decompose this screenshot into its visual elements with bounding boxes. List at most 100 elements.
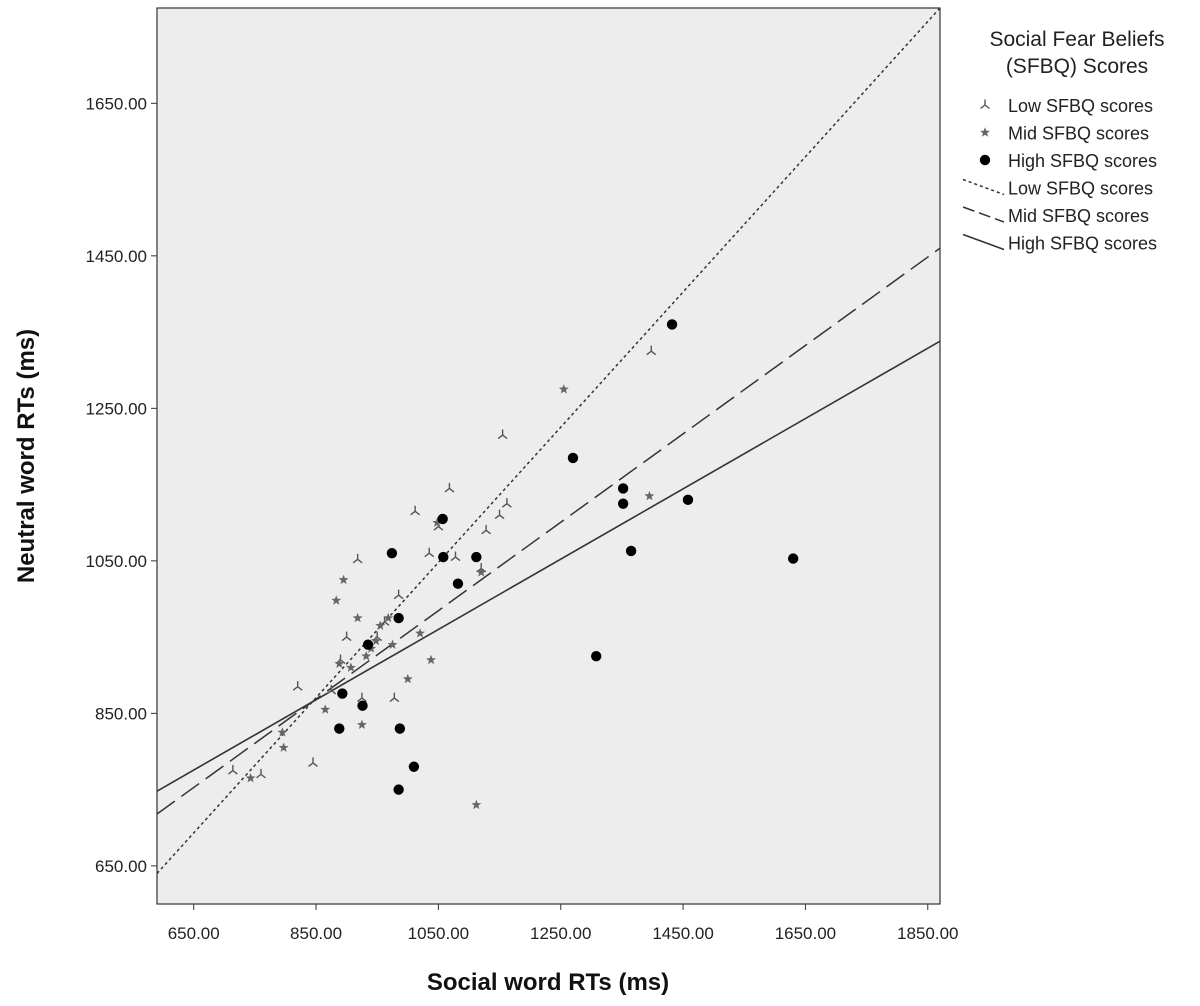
point-high-sfbq <box>334 723 345 734</box>
point-high-sfbq <box>357 700 368 711</box>
point-high-sfbq <box>787 553 799 564</box>
point-low-sfbq <box>450 551 461 562</box>
point-low-sfbq <box>389 692 400 703</box>
point-low-sfbq <box>308 757 318 767</box>
legend-marker-low-sfbq <box>980 99 990 110</box>
x-tick-label: 1450.00 <box>652 924 713 943</box>
legend-line-solid <box>962 233 1005 251</box>
x-axis-title: Social word RTs (ms) <box>427 969 669 996</box>
x-tick-label: 1050.00 <box>408 924 469 943</box>
point-mid-sfbq <box>476 567 487 577</box>
point-mid-sfbq <box>415 628 425 638</box>
point-low-sfbq <box>494 509 505 520</box>
point-mid-sfbq <box>345 662 356 672</box>
point-low-sfbq <box>424 547 435 558</box>
point-low-sfbq <box>356 692 367 703</box>
point-low-sfbq <box>646 345 657 356</box>
point-mid-sfbq <box>432 517 443 527</box>
point-high-sfbq <box>386 548 398 559</box>
point-high-sfbq <box>393 612 404 624</box>
point-high-sfbq <box>408 761 420 772</box>
x-tick-label: 1650.00 <box>775 924 836 943</box>
x-tick-label: 850.00 <box>290 924 342 943</box>
point-mid-sfbq <box>402 673 413 684</box>
point-high-sfbq <box>666 319 678 330</box>
y-tick-label: 1650.00 <box>86 94 147 113</box>
point-low-sfbq <box>410 505 421 516</box>
legend-title-line-2: (SFBQ) Scores <box>1006 55 1148 78</box>
legend-label-high-sfbq: High SFBQ scores <box>1008 151 1157 171</box>
point-low-sfbq <box>481 524 492 535</box>
legend-label-fit-dashed: Mid SFBQ scores <box>1008 206 1149 226</box>
point-low-sfbq <box>256 768 266 779</box>
point-high-sfbq <box>393 784 404 795</box>
point-low-sfbq <box>227 765 238 775</box>
x-tick-label: 1850.00 <box>897 924 958 943</box>
point-mid-sfbq <box>361 650 372 661</box>
legend-label-low-sfbq: Low SFBQ scores <box>1008 96 1153 116</box>
legend-line-dashed <box>962 206 1005 223</box>
point-high-sfbq <box>617 483 629 494</box>
point-mid-sfbq <box>278 742 289 752</box>
point-low-sfbq <box>341 631 352 642</box>
y-axis: 650.00 850.00 1050.00 1250.00 1450.00 1650.00 <box>86 94 157 876</box>
fit-lines <box>156 7 941 875</box>
point-high-sfbq <box>567 452 579 464</box>
point-mid-sfbq <box>471 799 482 810</box>
point-low-sfbq <box>292 681 303 691</box>
legend-marker-high-sfbq <box>979 154 991 166</box>
point-mid-sfbq <box>375 620 386 630</box>
point-high-sfbq <box>394 723 406 734</box>
plot-area <box>156 7 941 905</box>
point-high-sfbq <box>362 639 374 650</box>
point-low-sfbq <box>352 553 363 564</box>
point-low-sfbq <box>497 429 508 440</box>
point-mid-sfbq <box>383 612 394 623</box>
x-tick-label: 1250.00 <box>530 924 591 943</box>
point-mid-sfbq <box>331 595 342 605</box>
y-tick-label: 650.00 <box>95 857 147 876</box>
y-axis-title: Neutral word RTs (ms) <box>13 329 40 583</box>
point-high-sfbq <box>452 578 464 589</box>
y-tick-label: 1450.00 <box>86 247 147 266</box>
fit-line-solid <box>156 340 941 792</box>
legend-label-fit-dotted: Low SFBQ scores <box>1008 179 1153 199</box>
legend-label-mid-sfbq: Mid SFBQ scores <box>1008 124 1149 144</box>
point-high-sfbq <box>617 498 629 509</box>
point-mid-sfbq <box>352 612 363 623</box>
legend-marker-mid-sfbq <box>980 127 990 137</box>
point-mid-sfbq <box>320 704 331 714</box>
point-high-sfbq <box>438 551 449 563</box>
data-points <box>227 319 799 810</box>
point-low-sfbq <box>326 684 337 695</box>
fit-line-dotted <box>156 7 941 875</box>
point-mid-sfbq <box>356 719 367 730</box>
point-mid-sfbq <box>277 727 288 737</box>
point-high-sfbq <box>471 551 482 563</box>
point-high-sfbq <box>437 513 448 525</box>
point-mid-sfbq <box>558 384 569 394</box>
point-high-sfbq <box>591 650 602 662</box>
y-tick-label: 1250.00 <box>86 399 147 418</box>
y-tick-label: 850.00 <box>95 704 147 723</box>
fit-line-dashed <box>156 247 941 815</box>
point-low-sfbq <box>501 498 512 508</box>
point-mid-sfbq <box>387 639 398 649</box>
point-mid-sfbq <box>644 490 655 501</box>
point-low-sfbq <box>393 589 404 600</box>
point-mid-sfbq <box>245 772 256 783</box>
point-mid-sfbq <box>371 635 381 646</box>
point-low-sfbq <box>444 482 455 493</box>
point-high-sfbq <box>625 545 637 557</box>
point-mid-sfbq <box>338 574 349 585</box>
point-mid-sfbq <box>334 658 345 668</box>
point-high-sfbq <box>682 494 694 506</box>
legend-title-line-1: Social Fear Beliefs <box>989 28 1164 51</box>
legend-label-fit-solid: High SFBQ scores <box>1008 234 1157 254</box>
point-mid-sfbq <box>426 654 436 665</box>
legend: Social Fear Beliefs (SFBQ) Scores Low SF… <box>962 28 1165 254</box>
x-tick-label: 650.00 <box>168 924 220 943</box>
x-axis: 650.00 850.00 1050.00 1250.00 1450.00 1650.00… <box>168 904 958 943</box>
